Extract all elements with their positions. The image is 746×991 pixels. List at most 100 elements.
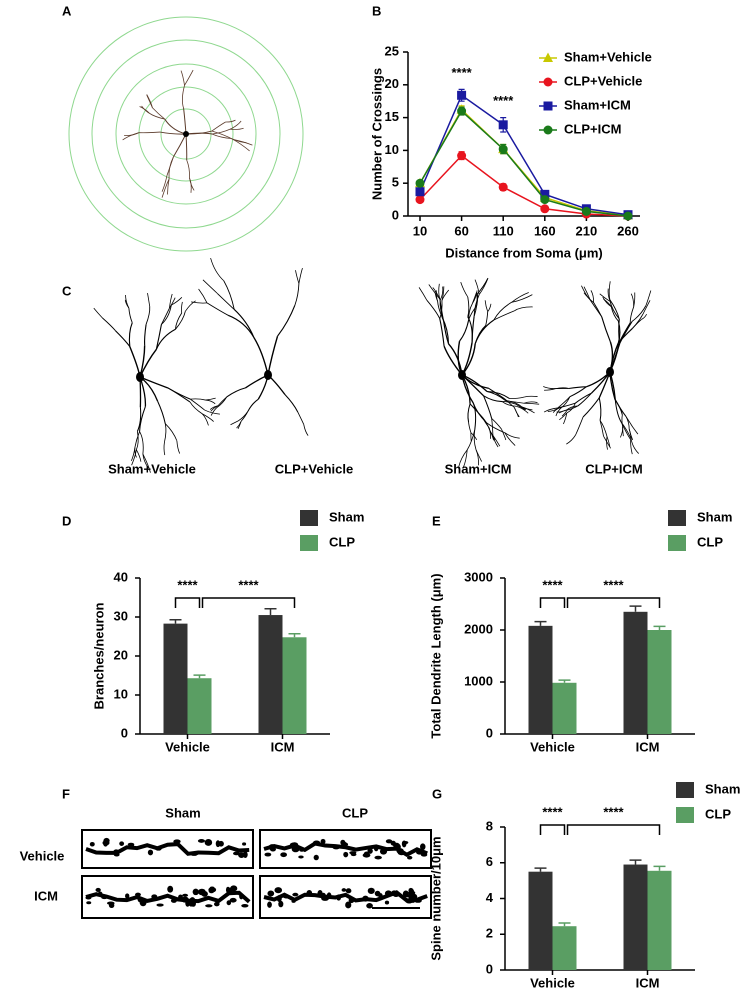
y-tick-label: 40: [114, 569, 128, 584]
dendrite: [233, 139, 250, 152]
spine: [274, 887, 283, 894]
spine: [239, 893, 244, 900]
sholl-ring: [138, 86, 234, 182]
dendrite: [211, 130, 234, 140]
dendrite: [609, 301, 620, 320]
dendrite: [176, 440, 181, 454]
spine: [283, 895, 290, 899]
spine: [414, 898, 422, 903]
dendrite: [642, 300, 651, 315]
error-bar: [534, 867, 547, 872]
x-tick-label: 210: [576, 223, 598, 238]
series-line: [419, 109, 629, 217]
dendrite: [294, 283, 300, 306]
dendrite: [295, 270, 300, 284]
bar: [623, 611, 648, 734]
significance-bracket: [566, 824, 661, 835]
dendrite: [155, 328, 176, 350]
marker: [457, 90, 467, 100]
dendrite: [167, 178, 170, 195]
bar: [647, 870, 672, 970]
legend-label: CLP: [329, 534, 355, 549]
y-tick-label: 4: [486, 890, 494, 905]
dendrite: [237, 421, 242, 430]
spine: [313, 854, 319, 861]
y-tick-label: 30: [114, 608, 128, 623]
significance-label: ****: [603, 577, 624, 592]
dendrite: [504, 432, 516, 446]
dendrite: [233, 139, 253, 146]
dendrite: [614, 399, 622, 423]
spine: [267, 890, 275, 897]
sholl-ring: [115, 63, 257, 205]
legend-marker: [543, 52, 553, 62]
dendrite: [473, 294, 480, 317]
spine: [197, 839, 206, 843]
neuron-label: CLP+ICM: [585, 461, 642, 476]
spine: [167, 885, 174, 893]
spine: [291, 845, 300, 853]
spine: [343, 851, 349, 858]
panel-letter: G: [432, 786, 442, 801]
spine: [264, 852, 272, 857]
marker: [540, 195, 550, 205]
bar: [552, 682, 577, 734]
spine: [420, 843, 426, 851]
legend-label: CLP+ICM: [564, 121, 621, 136]
dendrite: [590, 290, 595, 303]
dendrite: [115, 330, 131, 347]
soma: [264, 370, 272, 380]
dendrite: [543, 407, 558, 413]
dendrite: [186, 159, 190, 179]
dendrite: [438, 283, 441, 300]
neuron-label: CLP+Vehicle: [275, 461, 353, 476]
y-tick-label: 8: [486, 818, 493, 833]
spine: [385, 839, 393, 844]
dendrite: [599, 420, 604, 437]
dendrite: [558, 409, 567, 414]
spine: [345, 888, 352, 894]
spine: [182, 893, 189, 897]
spine: [420, 853, 428, 857]
spine: [229, 897, 237, 903]
spine: [390, 840, 396, 846]
dendrite: [124, 299, 130, 309]
dendrite: [139, 376, 169, 389]
dendrite: [152, 107, 165, 120]
x-tick-label: 60: [454, 223, 468, 238]
spine: [348, 897, 355, 904]
dendrite: [142, 454, 149, 469]
error-bar: [653, 865, 666, 871]
spine: [379, 848, 388, 855]
dendrite: [509, 396, 525, 400]
spine: [321, 895, 330, 901]
legend-swatch: [300, 510, 318, 526]
dendrite: [205, 397, 216, 401]
dendrite: [175, 312, 183, 330]
dendrite: [144, 324, 147, 346]
x-tick-label: ICM: [636, 975, 660, 990]
spine: [268, 844, 276, 851]
spine: [173, 839, 181, 844]
dendrite: [583, 292, 594, 303]
spine: [289, 842, 297, 847]
spine: [86, 901, 92, 905]
y-tick-label: 15: [385, 109, 399, 124]
dendrite: [439, 298, 444, 320]
dendrite: [240, 411, 249, 422]
annotation: ****: [493, 93, 514, 108]
dendrite: [161, 175, 168, 192]
column-label: CLP: [342, 805, 368, 820]
spine: [267, 901, 272, 908]
y-tick-label: 0: [486, 961, 493, 976]
error-bar: [558, 679, 571, 683]
spine: [392, 892, 400, 898]
dendrite: [164, 423, 167, 443]
dendrite: [513, 407, 520, 418]
dendrite: [632, 319, 642, 329]
marker: [540, 204, 550, 214]
row-label: ICM: [34, 888, 58, 903]
y-axis-label: Total Dendrite Length (μm): [428, 573, 443, 738]
dendrite: [233, 309, 255, 338]
